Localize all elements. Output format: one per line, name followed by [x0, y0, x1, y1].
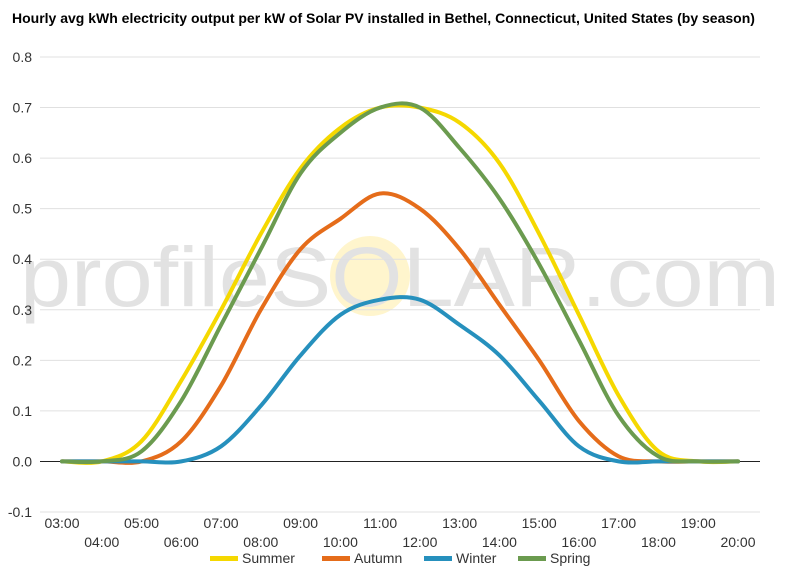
series-line-winter — [60, 295, 740, 465]
legend-label: Summer — [242, 550, 295, 566]
x-tick-label: 11:00 — [363, 515, 397, 531]
y-tick-label: 0.4 — [13, 251, 33, 267]
y-tick-label: 0.0 — [13, 453, 33, 469]
grid — [40, 56, 760, 513]
y-axis: -0.1 0.0 0.1 0.2 0.3 0.4 0.5 0.6 0.7 0.8 — [8, 49, 32, 520]
x-tick-label: 12:00 — [402, 534, 437, 550]
x-tick-label: 15:00 — [522, 515, 557, 531]
legend-item-autumn[interactable]: Autumn — [322, 550, 402, 566]
y-tick-label: 0.3 — [13, 302, 33, 318]
legend-item-winter[interactable]: Winter — [424, 550, 497, 566]
x-tick-label: 19:00 — [681, 515, 716, 531]
x-tick-label: 16:00 — [561, 534, 596, 550]
y-tick-label: -0.1 — [8, 504, 32, 520]
legend-swatch — [322, 556, 350, 561]
x-tick-label: 20:00 — [720, 534, 755, 550]
x-tick-label: 07:00 — [204, 515, 239, 531]
watermark: profileSOLAR.com — [20, 230, 780, 324]
y-tick-label: 0.1 — [13, 403, 33, 419]
x-tick-label: 08:00 — [243, 534, 278, 550]
legend-label: Winter — [456, 550, 497, 566]
x-tick-label: 14:00 — [482, 534, 517, 550]
x-tick-label: 04:00 — [84, 534, 119, 550]
series-line-spring — [60, 101, 740, 465]
series-line-autumn — [60, 191, 740, 465]
legend-label: Spring — [550, 550, 590, 566]
y-tick-label: 0.2 — [13, 352, 33, 368]
x-tick-label: 06:00 — [164, 534, 199, 550]
legend: Summer Autumn Winter Spring — [210, 550, 590, 566]
y-tick-label: 0.7 — [13, 100, 33, 116]
series-line-summer — [60, 103, 740, 465]
chart-title: Hourly avg kWh electricity output per kW… — [12, 10, 755, 26]
watermark-text: profileSOLAR.com — [20, 230, 780, 324]
x-tick-label: 03:00 — [44, 515, 79, 531]
x-tick-label: 17:00 — [601, 515, 636, 531]
x-tick-label: 09:00 — [283, 515, 318, 531]
watermark-sun-icon — [330, 236, 410, 316]
legend-item-spring[interactable]: Spring — [518, 550, 590, 566]
legend-swatch — [518, 556, 546, 561]
legend-label: Autumn — [354, 550, 402, 566]
series-lines — [60, 101, 740, 465]
x-tick-label: 05:00 — [124, 515, 159, 531]
legend-item-summer[interactable]: Summer — [210, 550, 295, 566]
x-tick-label: 10:00 — [323, 534, 358, 550]
legend-swatch — [424, 556, 452, 561]
legend-swatch — [210, 556, 238, 561]
x-tick-label: 18:00 — [641, 534, 676, 550]
y-tick-label: 0.5 — [13, 201, 33, 217]
y-tick-label: 0.6 — [13, 150, 33, 166]
y-tick-label: 0.8 — [13, 49, 33, 65]
x-tick-label: 13:00 — [442, 515, 477, 531]
